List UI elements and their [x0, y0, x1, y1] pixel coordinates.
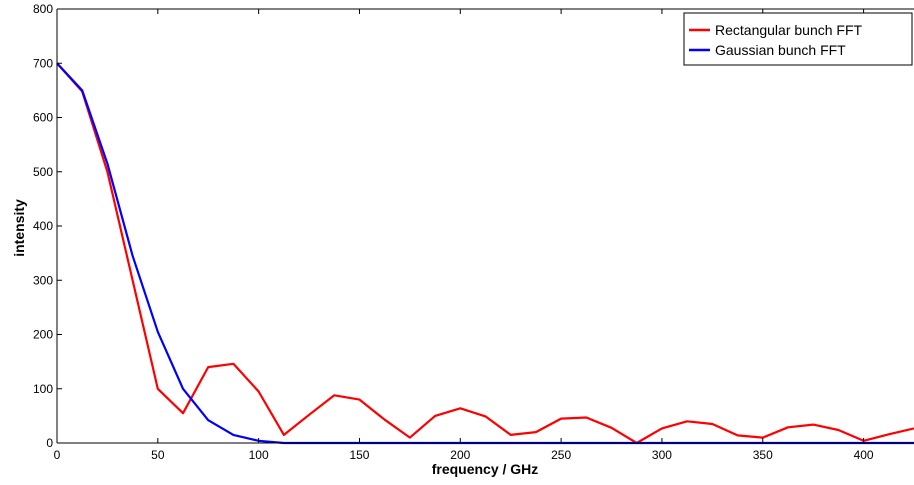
series-line-gaussian — [56, 62, 914, 445]
y-tick-label: 500 — [33, 165, 53, 179]
x-tick-label: 250 — [551, 448, 571, 462]
legend-label-gaussian: Gaussian bunch FFT — [715, 42, 846, 58]
x-tick-label: 350 — [753, 448, 773, 462]
y-tick-label: 400 — [33, 219, 53, 233]
y-axis-title: intensity — [11, 199, 27, 257]
legend-label-rectangular: Rectangular bunch FFT — [715, 22, 863, 38]
y-tick-label: 800 — [33, 2, 53, 16]
x-tick-label: 300 — [652, 448, 672, 462]
y-tick-label: 600 — [33, 111, 53, 125]
axis-ticks: 0 50 100 150 200 250 300 350 400 0 100 200 300 400 500… — [33, 2, 874, 462]
x-tick-label: 0 — [54, 448, 61, 462]
series-line-rectangular — [56, 62, 914, 445]
y-tick-label: 200 — [33, 328, 53, 342]
y-tick-label: 0 — [46, 436, 53, 450]
legend-box — [683, 12, 913, 66]
y-tick-label: 300 — [33, 273, 53, 287]
legend: Rectangular bunch FFT Gaussian bunch FFT — [683, 12, 913, 66]
x-axis-title: frequency / GHz — [432, 461, 539, 477]
x-tick-label: 150 — [349, 448, 369, 462]
x-tick-label: 200 — [450, 448, 470, 462]
x-tick-label: 50 — [151, 448, 165, 462]
y-tick-label: 700 — [33, 56, 53, 70]
x-tick-label: 100 — [249, 448, 269, 462]
plot-area — [56, 8, 914, 445]
y-tick-label: 100 — [33, 382, 53, 396]
x-tick-label: 400 — [854, 448, 874, 462]
